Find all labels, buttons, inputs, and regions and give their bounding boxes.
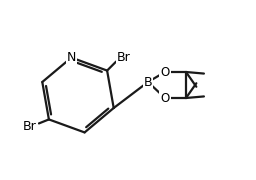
Text: O: O — [160, 91, 170, 105]
Text: N: N — [67, 51, 76, 64]
Text: Br: Br — [23, 120, 37, 133]
Text: Br: Br — [117, 51, 131, 64]
Text: O: O — [160, 66, 170, 78]
Text: B: B — [144, 75, 152, 89]
